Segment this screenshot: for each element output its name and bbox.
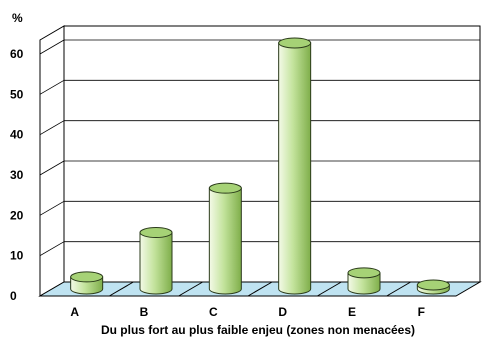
y-tick-label: 20 — [10, 208, 24, 222]
side-gridline — [39, 120, 65, 136]
bar-B — [139, 227, 173, 295]
floor-divider — [317, 281, 342, 297]
bar-D — [278, 37, 312, 295]
bar-body — [278, 42, 312, 295]
y-tick-label: 40 — [10, 128, 24, 142]
bar-top — [70, 271, 104, 283]
bar-C — [208, 182, 242, 295]
x-tick-label: C — [209, 305, 218, 319]
floor-divider — [109, 281, 134, 297]
x-axis-label: Du plus fort au plus faible enjeu (zones… — [101, 323, 415, 337]
chart-side-wall — [39, 25, 65, 297]
side-gridline — [39, 79, 65, 95]
x-tick-label: F — [418, 305, 425, 319]
y-tick-label: 0 — [10, 289, 17, 303]
y-tick-label: 60 — [10, 47, 24, 61]
side-wall-panel — [39, 25, 65, 297]
y-tick-label: 30 — [10, 168, 24, 182]
y-tick-label: 50 — [10, 87, 24, 101]
y-axis-ticks: 0 10 20 30 40 50 60 — [10, 47, 24, 303]
chart-floor — [38, 281, 482, 297]
chart-back-wall — [63, 25, 481, 283]
floor-divider — [386, 281, 411, 297]
y-tick-label: 10 — [10, 249, 24, 263]
bar-top — [347, 267, 381, 279]
bar-F — [416, 279, 450, 295]
chart-gridlines — [39, 39, 480, 257]
back-wall-panel — [63, 25, 481, 283]
bar-E — [347, 267, 381, 295]
x-tick-label: E — [348, 305, 356, 319]
bar-top — [139, 227, 173, 239]
side-gridline — [39, 160, 65, 176]
bar-body — [208, 187, 242, 295]
floor-divider — [247, 281, 273, 297]
bar-top — [278, 37, 312, 49]
x-tick-label: A — [70, 305, 79, 319]
y-axis-label: % — [12, 11, 23, 25]
side-gridline — [39, 39, 65, 55]
x-tick-label: B — [140, 305, 149, 319]
side-gridline — [39, 241, 65, 257]
chart-bars — [70, 37, 450, 295]
bar-top — [416, 279, 450, 291]
x-tick-label: D — [278, 305, 287, 319]
x-axis-ticks: A B C D E F — [70, 305, 425, 319]
bar-top — [208, 182, 242, 194]
bar-A — [70, 271, 104, 295]
bar-body — [139, 232, 173, 295]
bar-body — [347, 272, 381, 295]
side-gridline — [39, 200, 65, 216]
floor-divider — [178, 281, 203, 297]
